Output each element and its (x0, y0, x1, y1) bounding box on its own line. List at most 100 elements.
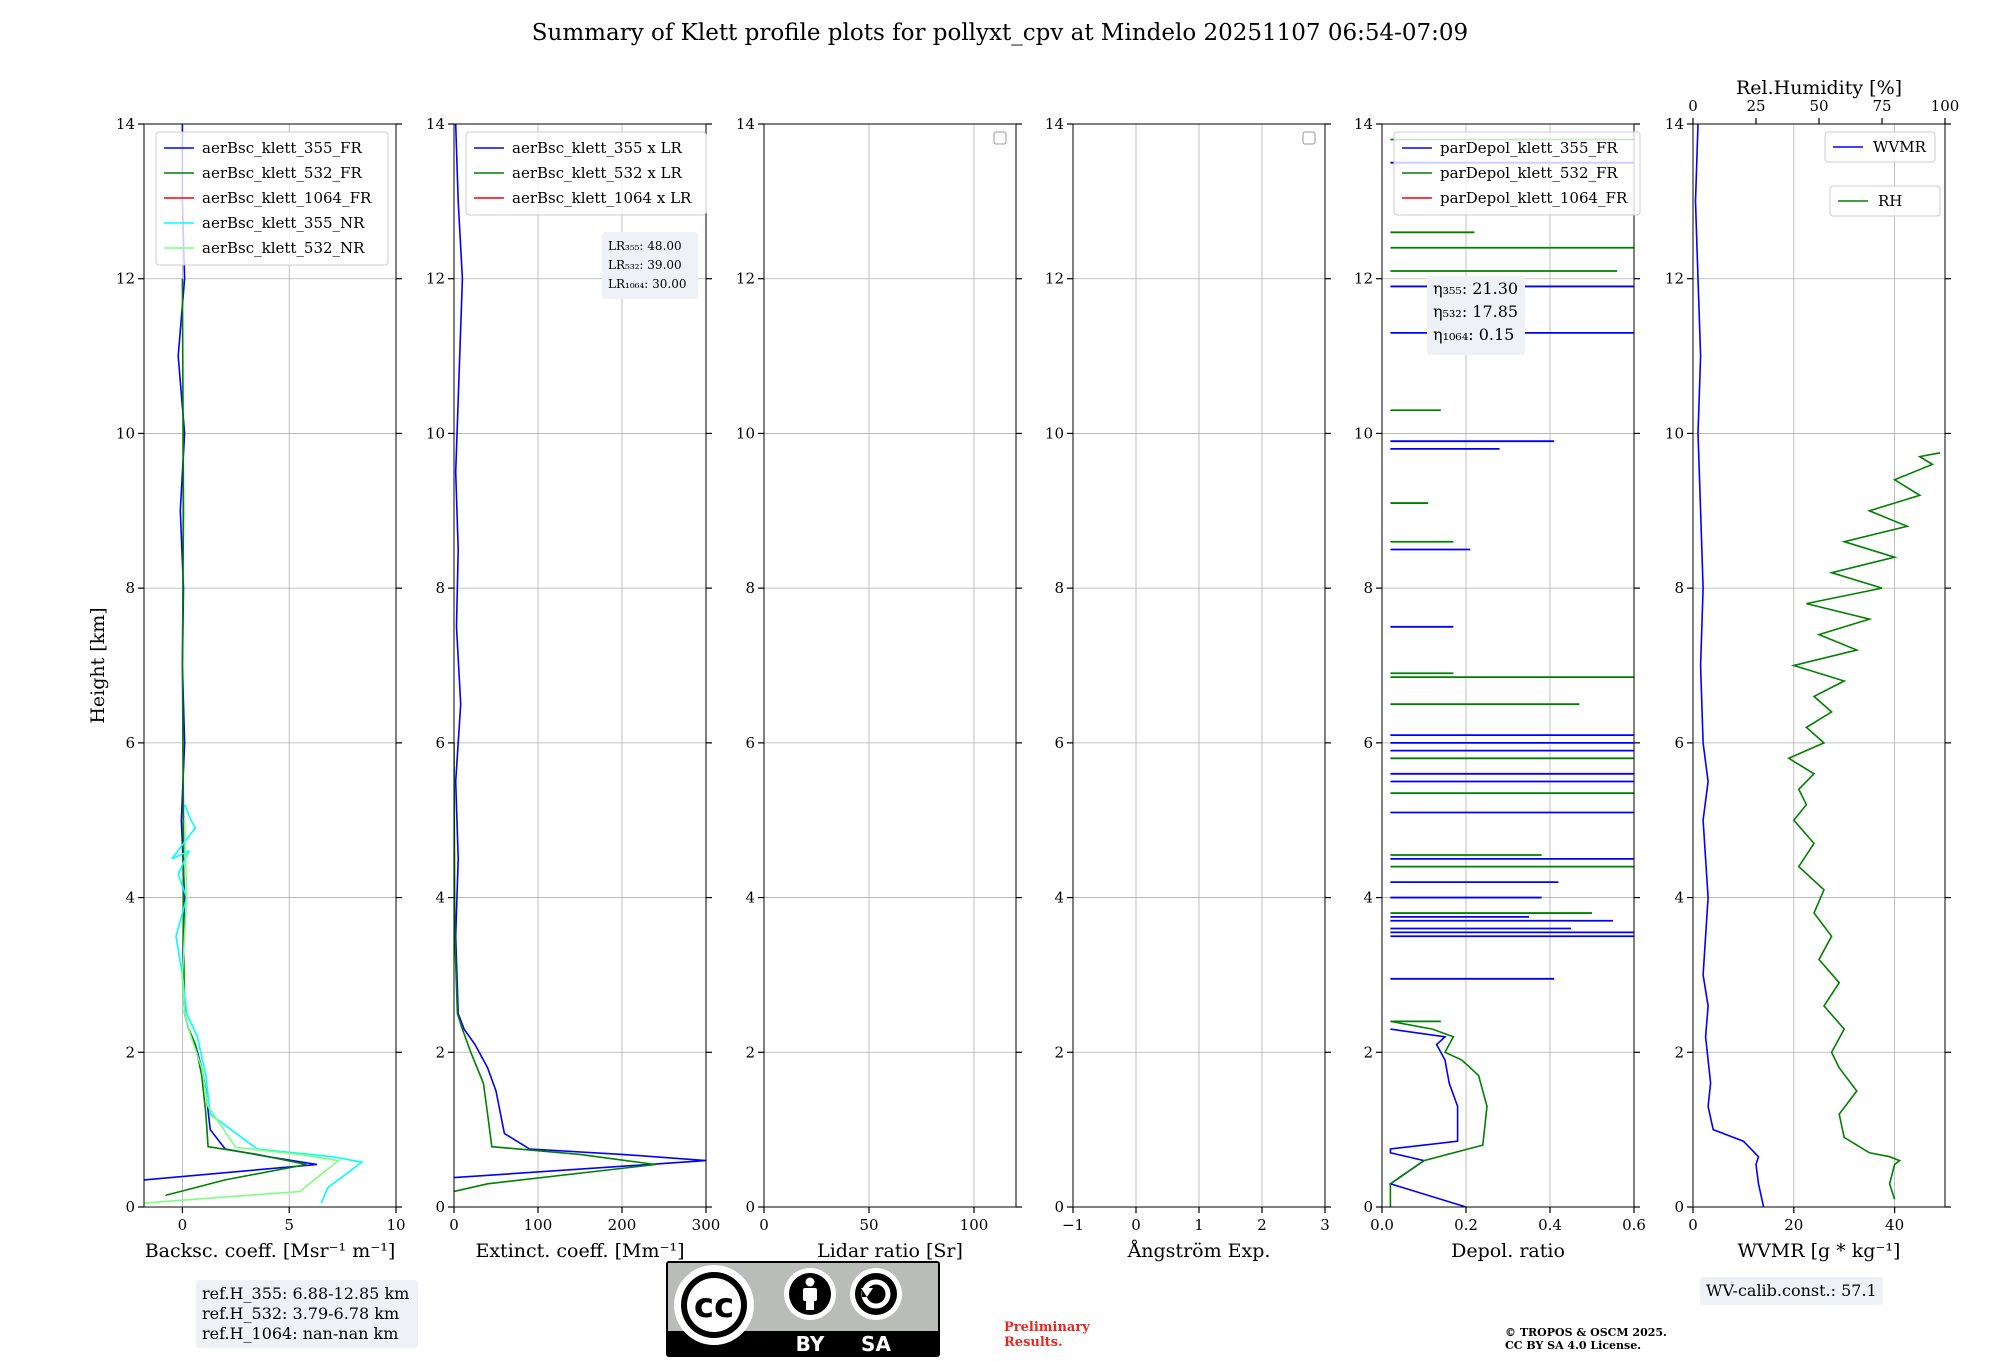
legend-label: RH (1878, 192, 1902, 210)
y-tick-label: 4 (1674, 889, 1684, 907)
y-tick-label: 12 (1665, 270, 1684, 288)
y-tick-label: 8 (1363, 579, 1373, 597)
legend-label: parDepol_klett_1064_FR (1440, 189, 1628, 207)
data-layer (144, 124, 364, 1204)
plot-frame (1381, 123, 1635, 1208)
y-tick-label: 6 (1674, 734, 1684, 752)
data-layer (454, 124, 706, 1193)
y-tick-label: 4 (1054, 889, 1064, 907)
legend-label: parDepol_klett_532_FR (1440, 164, 1618, 182)
y-tick-label: 8 (125, 579, 135, 597)
plot-frame (1692, 123, 1946, 1208)
y-tick-label: 2 (435, 1043, 445, 1061)
preliminary-results-note: Preliminary Results. (1004, 1320, 1090, 1350)
y-tick-label: 10 (116, 424, 135, 442)
y-tick-label: 4 (1363, 889, 1373, 907)
panel-dep: 0 2 4 6 8 10 12 14 0.0 0.2 0.4 0.6 Depol. ratio parDe… (1354, 115, 1646, 1262)
annotation-line: LR₅₃₂: 39.00 (608, 258, 682, 272)
legend-label: aerBsc_klett_532 x LR (512, 164, 683, 182)
x-tick-label: 0 (449, 1216, 459, 1234)
legend-box (1393, 131, 1641, 216)
x2-tick-label: 50 (1809, 97, 1828, 115)
panel-lr: 0 2 4 6 8 10 12 14 0 50 100 Lidar ratio [Sr] (736, 115, 1022, 1262)
plot-frame (763, 123, 1017, 1208)
badge-by-text: BY (796, 1332, 825, 1356)
y-tick-label: 14 (116, 115, 135, 133)
data-layer (1694, 124, 1941, 1207)
x-tick-label: 200 (608, 1216, 637, 1234)
y-tick-label: 2 (125, 1043, 135, 1061)
annotation-line: LR₁₀₆₄: 30.00 (608, 277, 686, 291)
annotation-line: η₃₅₅: 21.30 (1433, 279, 1518, 298)
y-tick-label: 6 (745, 734, 755, 752)
x-tick-label: 0 (178, 1216, 188, 1234)
y-axis-label: Height [km] (87, 607, 109, 723)
x-axis-label: Extinct. coeff. [Mm⁻¹] (475, 1240, 684, 1262)
copyright-note: © TROPOS & OSCM 2025. CC BY SA 4.0 Licen… (1505, 1326, 1667, 1352)
y-tick-label: 14 (1045, 115, 1064, 133)
y-tick-label: 2 (1674, 1043, 1684, 1061)
y-tick-label: 0 (1054, 1198, 1064, 1216)
ref-height-1064: ref.H_1064: nan-nan km (202, 1324, 399, 1343)
y-tick-label: 0 (435, 1198, 445, 1216)
copyright-line-2: CC BY SA 4.0 License. (1505, 1339, 1642, 1352)
x-tick-label: 0 (1131, 1216, 1141, 1234)
legend-label: aerBsc_klett_355_FR (202, 139, 362, 157)
ref-height-355: ref.H_355: 6.88-12.85 km (202, 1284, 410, 1303)
series-line-aerBsc_klett_355 x LR (454, 124, 706, 1179)
preliminary-line-1: Preliminary (1004, 1320, 1090, 1335)
y-tick-label: 6 (1363, 734, 1373, 752)
empty-legend-marker (1302, 131, 1316, 145)
y-tick-label: 10 (426, 424, 445, 442)
x-axis-label: Backsc. coeff. [Msr⁻¹ m⁻¹] (145, 1240, 396, 1262)
plot-frame (453, 123, 707, 1208)
x-tick-label: 40 (1885, 1216, 1904, 1234)
y-tick-label: 12 (1354, 270, 1373, 288)
y-tick-label: 8 (1054, 579, 1064, 597)
legend-box (465, 131, 707, 216)
y-tick-label: 12 (116, 270, 135, 288)
series-line-parDepol_klett_532_FR (1389, 1020, 1488, 1207)
legend-label: WVMR (1873, 138, 1927, 156)
y-tick-label: 0 (125, 1198, 135, 1216)
series-line-aerBsc_klett_532_NR (144, 820, 341, 1204)
x-tick-label: 300 (692, 1216, 721, 1234)
x-tick-label: 10 (386, 1216, 405, 1234)
y-tick-label: 6 (125, 734, 135, 752)
x-tick-label: 0 (1688, 1216, 1698, 1234)
x-tick-label: 0.2 (1454, 1216, 1478, 1234)
x-tick-label: 100 (524, 1216, 553, 1234)
x-tick-label: 5 (284, 1216, 294, 1234)
legend-box (1824, 131, 1936, 163)
chart-title: Summary of Klett profile plots for polly… (531, 20, 1469, 46)
annotation-line: η₅₃₂: 17.85 (1433, 302, 1518, 321)
y-tick-label: 4 (125, 889, 135, 907)
x-tick-label: 100 (960, 1216, 989, 1234)
x2-tick-label: 0 (1688, 97, 1698, 115)
series-line-aerBsc_klett_355_FR (144, 124, 318, 1181)
cc-by-sa-badge: cc BY SA (666, 1261, 940, 1357)
x-tick-label: 0.4 (1538, 1216, 1562, 1234)
legend-label: aerBsc_klett_1064 x LR (512, 189, 692, 207)
x-tick-label: 3 (1320, 1216, 1330, 1234)
y-tick-label: 10 (1354, 424, 1373, 442)
copyright-line-1: © TROPOS & OSCM 2025. (1505, 1326, 1667, 1339)
y-tick-label: 14 (1665, 115, 1684, 133)
badge-sa-text: SA (861, 1332, 891, 1356)
y-tick-label: 12 (736, 270, 755, 288)
panel-ext: 0 2 4 6 8 10 12 14 0 100 200 300 Extinct. coeff. [Mm… (426, 115, 720, 1262)
y-tick-label: 8 (745, 579, 755, 597)
reference-height-box: ref.H_355: 6.88-12.85 km ref.H_532: 3.79… (196, 1280, 418, 1348)
preliminary-line-2: Results. (1004, 1335, 1063, 1350)
x-tick-label: 0.0 (1370, 1216, 1394, 1234)
x-tick-label: 0.6 (1622, 1216, 1646, 1234)
x-axis-label: WVMR [g * kg⁻¹] (1738, 1240, 1901, 1262)
annotation-line: LR₃₅₅: 48.00 (608, 239, 682, 253)
series-line-WVMR (1694, 124, 1765, 1207)
legend-label: parDepol_klett_355_FR (1440, 139, 1618, 157)
x-tick-label: 20 (1784, 1216, 1803, 1234)
x2-tick-label: 25 (1746, 97, 1765, 115)
series-line-aerBsc_klett_355_NR (171, 804, 364, 1204)
